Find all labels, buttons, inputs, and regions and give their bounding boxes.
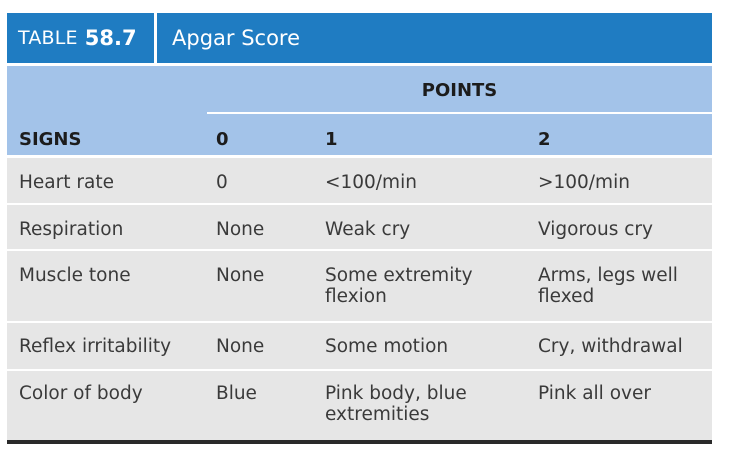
row-point-2: >100/min xyxy=(538,172,630,193)
row-point-2: Cry, withdrawal xyxy=(538,336,683,357)
row-point-1: Some motion xyxy=(325,336,449,357)
row-point-2: Vigorous cry xyxy=(538,219,653,240)
table-bottom-rule xyxy=(7,440,712,444)
apgar-table: TABLE 58.7 Apgar Score POINTS SIGNS 0 1 … xyxy=(7,13,712,444)
row-point-1: <100/min xyxy=(325,172,417,193)
row-point-2: Arms, legs well flexed xyxy=(538,265,678,307)
row-point-0: None xyxy=(216,336,265,357)
column-header-1: 1 xyxy=(325,129,338,150)
table-row: Color of body Blue Pink body, blue extre… xyxy=(7,369,712,442)
table-label: TABLE xyxy=(18,27,78,49)
row-point-0: None xyxy=(216,265,265,286)
table-row: Muscle tone None Some extremity flexion … xyxy=(7,249,712,321)
points-divider xyxy=(207,112,712,114)
table-row: Heart rate 0 <100/min >100/min xyxy=(7,158,712,203)
row-point-0: None xyxy=(216,219,265,240)
row-sign: Muscle tone xyxy=(19,265,131,286)
row-point-1: Some extremity flexion xyxy=(325,265,473,307)
table-row: Reflex irritability None Some motion Cry… xyxy=(7,321,712,369)
row-sign: Heart rate xyxy=(19,172,114,193)
column-header-2: 2 xyxy=(538,129,551,150)
table-number: 58.7 xyxy=(84,26,137,50)
row-sign: Respiration xyxy=(19,219,124,240)
row-point-1: Pink body, blue extremities xyxy=(325,383,467,425)
column-header-signs: SIGNS xyxy=(19,129,82,150)
row-sign: Reflex irritability xyxy=(19,336,172,357)
row-point-1: Weak cry xyxy=(325,219,411,240)
table-number-box: TABLE 58.7 xyxy=(7,13,157,63)
row-point-0: Blue xyxy=(216,383,257,404)
row-point-2: Pink all over xyxy=(538,383,651,404)
column-header-0: 0 xyxy=(216,129,229,150)
row-point-0: 0 xyxy=(216,172,228,193)
table-title-bar: TABLE 58.7 Apgar Score xyxy=(7,13,712,63)
row-sign: Color of body xyxy=(19,383,143,404)
points-header: POINTS xyxy=(421,80,498,101)
table-title: Apgar Score xyxy=(172,26,301,50)
table-header: POINTS SIGNS 0 1 2 xyxy=(7,63,712,155)
table-row: Respiration None Weak cry Vigorous cry xyxy=(7,203,712,249)
